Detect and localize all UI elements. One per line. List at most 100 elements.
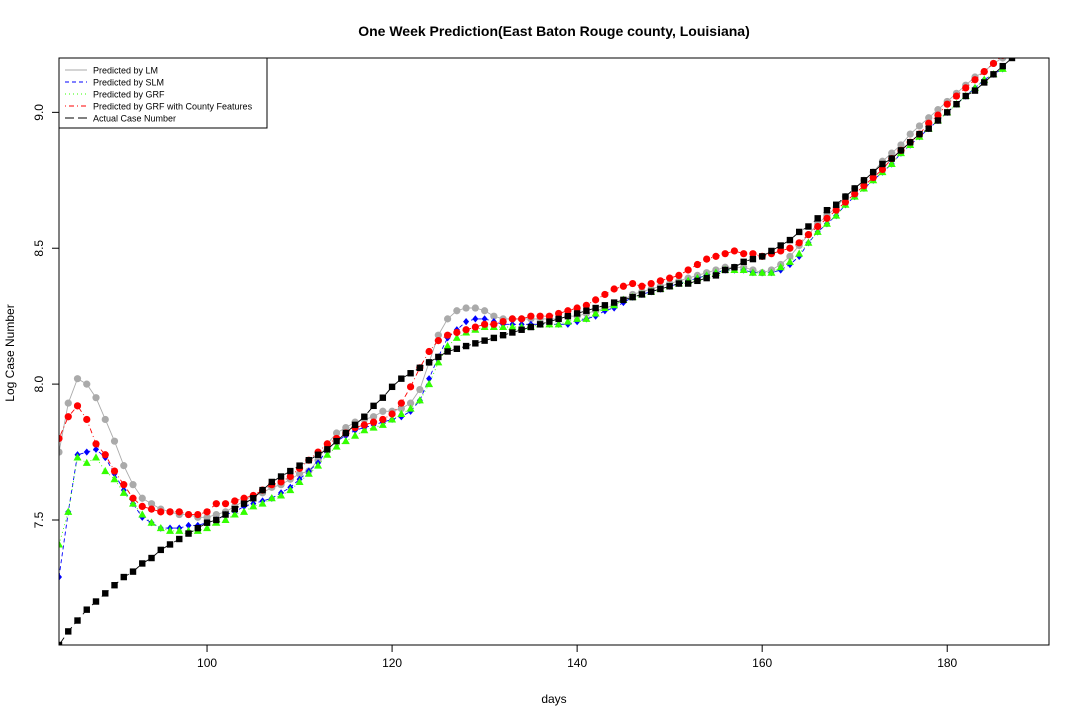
legend-box <box>58 57 268 129</box>
data-point <box>361 413 368 420</box>
data-point <box>351 421 359 429</box>
data-point <box>83 448 90 456</box>
data-point <box>481 337 488 344</box>
data-point <box>250 495 257 502</box>
data-point <box>101 451 109 459</box>
data-point <box>786 252 794 260</box>
data-point <box>499 322 508 331</box>
data-point <box>59 434 63 443</box>
legend-item: Actual Case Number <box>65 114 176 124</box>
data-point <box>740 258 747 266</box>
data-point <box>943 100 951 108</box>
data-point <box>120 462 128 470</box>
data-point <box>304 469 313 477</box>
data-point <box>989 59 998 68</box>
x-tick-label: 100 <box>197 656 217 670</box>
data-point <box>739 265 748 273</box>
data-point <box>175 508 183 516</box>
data-point <box>981 79 988 86</box>
data-point <box>119 488 128 496</box>
data-point <box>82 458 91 466</box>
data-point <box>425 379 434 388</box>
data-point <box>888 149 896 157</box>
legend-label: Predicted by SLM <box>93 78 164 88</box>
data-point <box>83 380 91 388</box>
data-point <box>397 404 405 413</box>
y-tick-label: 8.5 <box>32 240 46 257</box>
data-point <box>481 307 489 315</box>
data-point <box>518 315 526 323</box>
data-point <box>694 277 701 285</box>
legend: Predicted by LM Predicted by SLM Predicted… <box>58 57 268 129</box>
data-point <box>564 307 572 315</box>
data-point <box>277 491 286 499</box>
data-point <box>684 280 692 287</box>
data-point <box>59 573 62 581</box>
data-point <box>776 263 785 271</box>
data-point <box>453 328 461 337</box>
data-point <box>666 274 674 282</box>
data-point <box>563 317 572 325</box>
data-point <box>147 505 156 513</box>
data-point <box>518 326 525 333</box>
data-point <box>110 437 119 445</box>
data-point <box>305 457 313 464</box>
data-point <box>240 500 248 507</box>
data-point <box>369 418 378 426</box>
data-point <box>592 304 599 312</box>
data-point <box>462 342 470 350</box>
data-point <box>138 510 147 518</box>
data-point <box>453 307 461 315</box>
data-point <box>444 348 451 355</box>
data-point <box>712 272 720 279</box>
data-point <box>323 450 332 458</box>
data-point <box>925 119 933 127</box>
data-point <box>453 345 461 352</box>
data-point <box>841 198 850 206</box>
data-point <box>397 399 405 407</box>
data-point <box>878 165 887 174</box>
data-point <box>777 242 784 249</box>
data-point <box>147 518 156 526</box>
data-point <box>406 383 415 391</box>
data-point <box>434 331 442 339</box>
data-point <box>426 375 433 383</box>
data-point <box>472 315 479 323</box>
data-point <box>712 252 720 260</box>
data-point <box>721 266 729 274</box>
data-point <box>721 250 729 258</box>
data-point <box>758 268 767 276</box>
data-point <box>647 288 655 295</box>
y-axis-label: Log Case Number <box>3 304 17 401</box>
data-point <box>110 467 119 475</box>
data-point <box>221 500 230 508</box>
data-point <box>925 125 932 132</box>
data-point <box>601 290 609 299</box>
data-point <box>212 500 220 508</box>
data-point <box>916 130 923 138</box>
data-point <box>415 396 424 404</box>
data-point <box>509 329 516 336</box>
data-point <box>980 67 988 76</box>
data-point <box>406 404 415 412</box>
data-point <box>342 429 350 437</box>
data-point <box>92 598 100 605</box>
data-point <box>64 399 72 407</box>
y-tick-label: 8.0 <box>32 375 46 392</box>
data-point <box>73 375 82 383</box>
data-point <box>758 253 766 260</box>
legend-item: Predicted by GRF with County Features <box>65 102 253 112</box>
legend-item: Predicted by LM <box>65 66 158 76</box>
data-point <box>388 415 397 423</box>
x-axis-label: days <box>541 692 566 706</box>
data-point <box>369 413 378 421</box>
data-point <box>341 436 350 445</box>
data-point <box>508 315 516 323</box>
data-point <box>620 296 627 304</box>
data-point <box>416 385 424 394</box>
data-point <box>203 519 211 526</box>
data-point <box>203 523 212 532</box>
data-point <box>944 109 951 116</box>
data-point <box>555 315 562 323</box>
data-point <box>101 415 109 424</box>
